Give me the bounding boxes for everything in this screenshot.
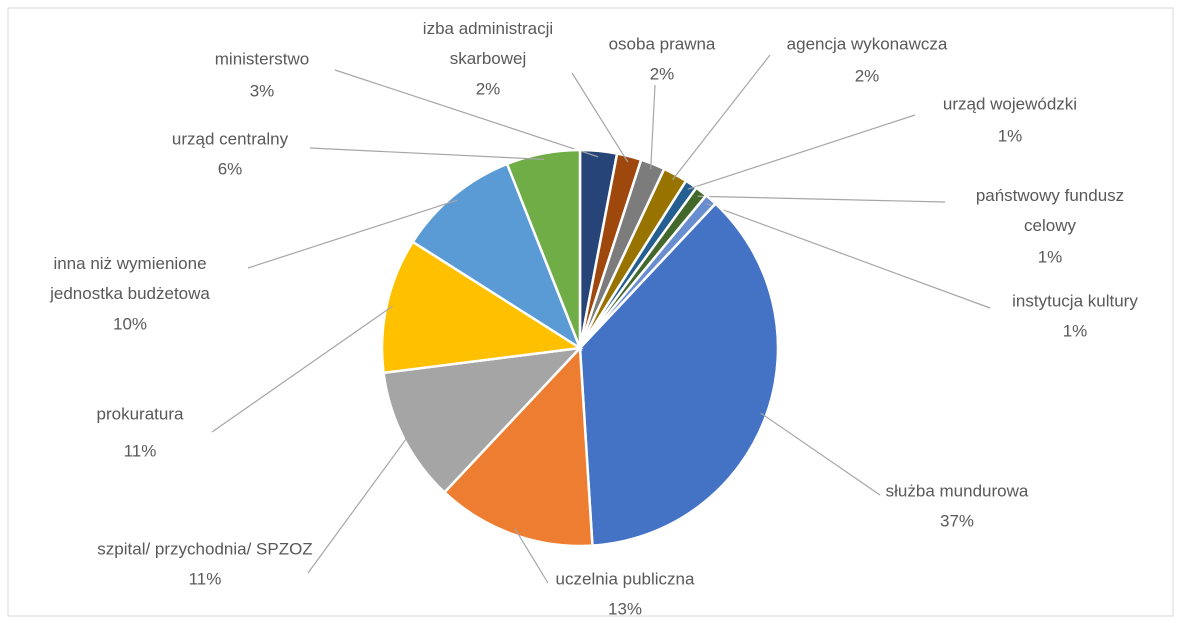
pie-slice [382, 346, 584, 495]
category-label: agencja wykonawcza [787, 34, 948, 53]
leader-line [760, 412, 881, 496]
leader-line [514, 528, 549, 584]
leader-line [687, 114, 916, 190]
category-label: ministerstwo [215, 49, 309, 68]
category-label: uczelnia publiczna [556, 569, 695, 588]
value-label: 3% [250, 81, 275, 100]
pie-slice [380, 240, 584, 375]
value-label: 11% [189, 569, 222, 588]
category-label: instytucja kultury [1012, 291, 1138, 310]
category-label: służba mundurowa [886, 481, 1029, 500]
category-label: państwowy fundusz celowy [976, 186, 1124, 235]
category-label: urząd centralny [172, 129, 289, 148]
value-label: 1% [1038, 247, 1063, 266]
category-label: prokuratura [97, 404, 184, 423]
value-label: 1% [998, 126, 1023, 145]
leader-line [247, 199, 458, 269]
leader-line [650, 84, 656, 170]
category-label: szpital/ przychodnia/ SPZOZ [97, 539, 312, 558]
value-label: 2% [855, 66, 880, 85]
leader-line [307, 434, 410, 574]
value-label: 2% [650, 64, 675, 83]
value-label: 13% [608, 599, 642, 618]
leader-line [706, 203, 991, 309]
leader-line [211, 305, 393, 433]
value-label: 10% [113, 314, 147, 333]
value-label: 1% [1063, 321, 1088, 340]
pie-slice [442, 345, 594, 548]
leader-line [309, 147, 545, 160]
category-label: urząd wojewódzki [943, 94, 1077, 113]
value-label: 37% [940, 511, 974, 530]
pie-slice [505, 148, 582, 349]
category-label: inna niż wymienione jednostka budżetowa [49, 254, 210, 303]
pie-slice [578, 201, 780, 547]
value-label: 2% [476, 79, 501, 98]
leader-line [334, 69, 599, 158]
pie-slice [411, 162, 583, 352]
leader-line [672, 54, 771, 181]
category-label: izba administracji skarbowej [423, 19, 553, 68]
value-label: 11% [124, 441, 157, 460]
leader-line [697, 195, 946, 203]
leader-line [571, 72, 629, 163]
category-label: osoba prawna [609, 34, 716, 53]
value-label: 6% [218, 159, 243, 178]
